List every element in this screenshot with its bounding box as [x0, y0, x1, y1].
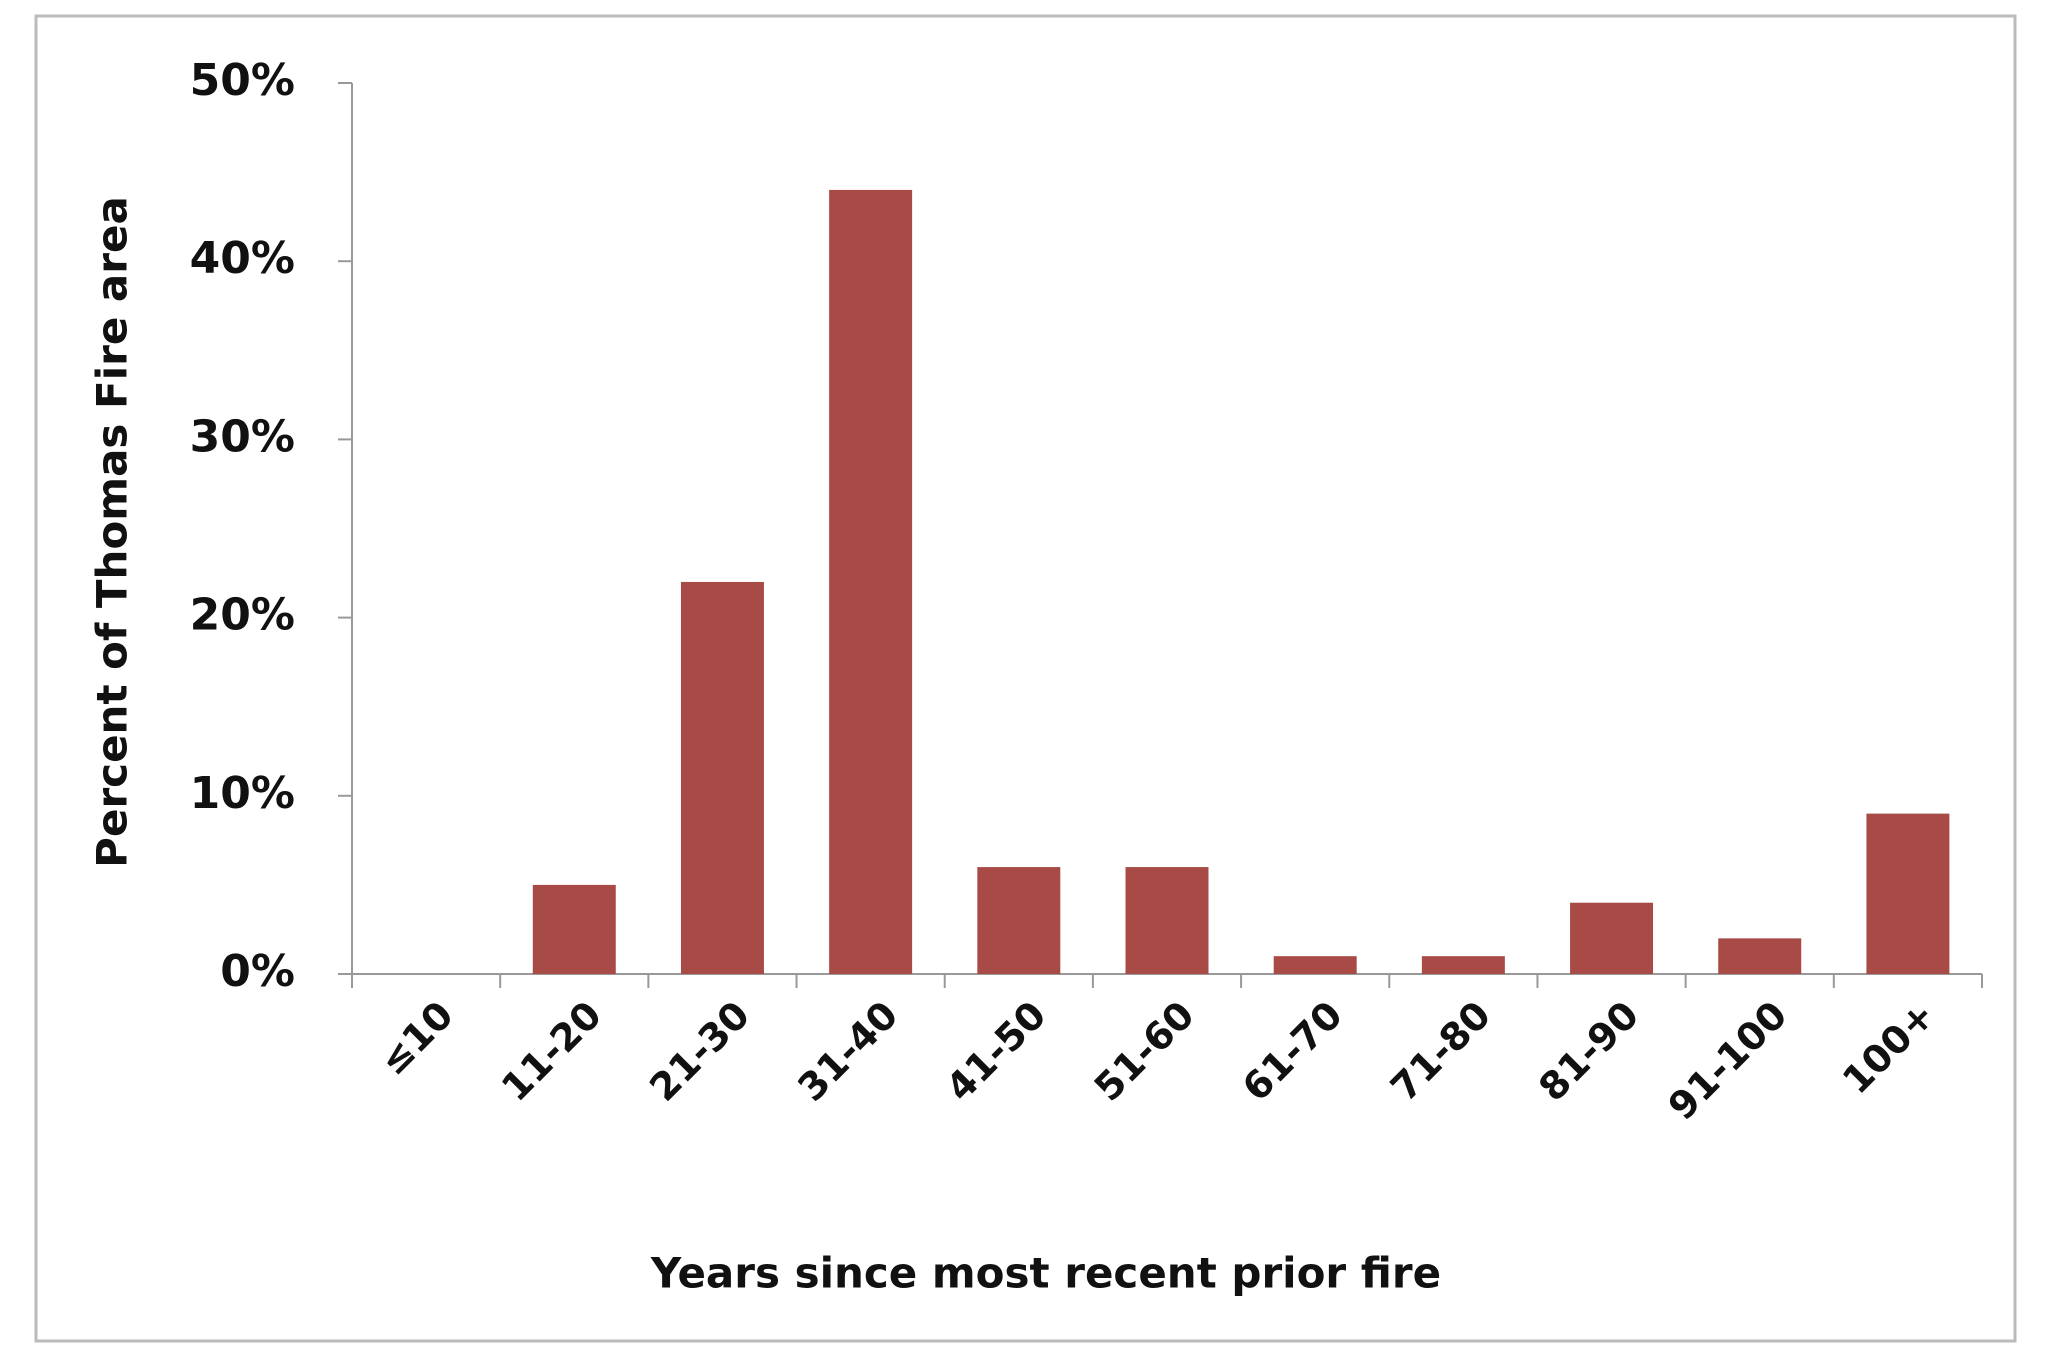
chart-frame [34, 14, 2017, 1343]
x-axis-title: Years since most recent prior fire [650, 1249, 1441, 1298]
bar [1570, 902, 1654, 974]
y-tick-label: 10% [190, 768, 295, 819]
bar [1273, 956, 1357, 974]
bar [680, 581, 764, 974]
y-tick-label: 0% [220, 946, 295, 997]
bar [532, 884, 616, 974]
bar [1718, 938, 1802, 974]
y-tick-label: 30% [190, 411, 295, 462]
bar [829, 189, 913, 975]
bar [977, 867, 1061, 974]
bar [1125, 867, 1209, 974]
bar [1421, 956, 1505, 974]
y-tick-label: 50% [190, 55, 295, 106]
y-axis-title: Percent of Thomas Fire area [88, 196, 137, 868]
y-tick-label: 20% [190, 590, 295, 641]
y-tick-label: 40% [190, 233, 295, 284]
bar [1866, 813, 1950, 974]
